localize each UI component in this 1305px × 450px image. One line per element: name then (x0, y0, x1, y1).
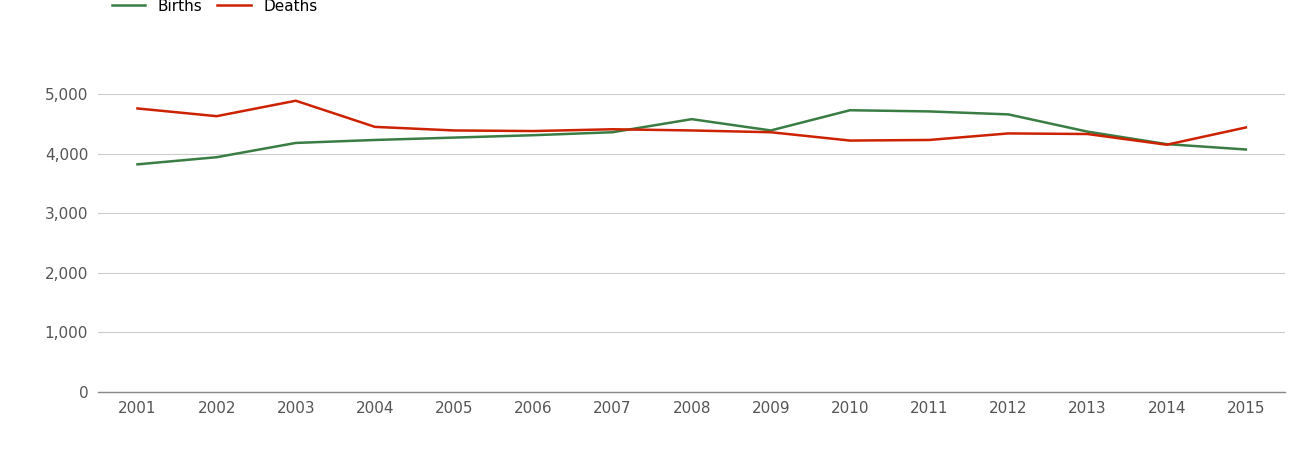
Deaths (604, 126, 620, 132)
Births (288, 140, 304, 146)
Deaths (1079, 131, 1095, 137)
Deaths (763, 130, 779, 135)
Deaths (684, 128, 699, 133)
Deaths (209, 113, 224, 119)
Deaths (526, 128, 542, 134)
Deaths (1001, 130, 1017, 136)
Births (1079, 129, 1095, 135)
Deaths (842, 138, 857, 143)
Deaths (1159, 142, 1174, 148)
Deaths (129, 106, 145, 111)
Births (367, 137, 382, 143)
Deaths (288, 98, 304, 104)
Births (1238, 147, 1254, 152)
Line: Deaths: Deaths (137, 101, 1246, 145)
Births (763, 128, 779, 133)
Births (446, 135, 462, 140)
Deaths (921, 137, 937, 143)
Deaths (367, 124, 382, 130)
Deaths (446, 128, 462, 133)
Births (1001, 112, 1017, 117)
Births (921, 109, 937, 114)
Births (604, 130, 620, 135)
Births (209, 154, 224, 160)
Deaths (1238, 125, 1254, 130)
Births (129, 162, 145, 167)
Births (684, 117, 699, 122)
Births (526, 132, 542, 138)
Births (1159, 141, 1174, 147)
Births (842, 108, 857, 113)
Legend: Births, Deaths: Births, Deaths (106, 0, 324, 20)
Line: Births: Births (137, 110, 1246, 164)
